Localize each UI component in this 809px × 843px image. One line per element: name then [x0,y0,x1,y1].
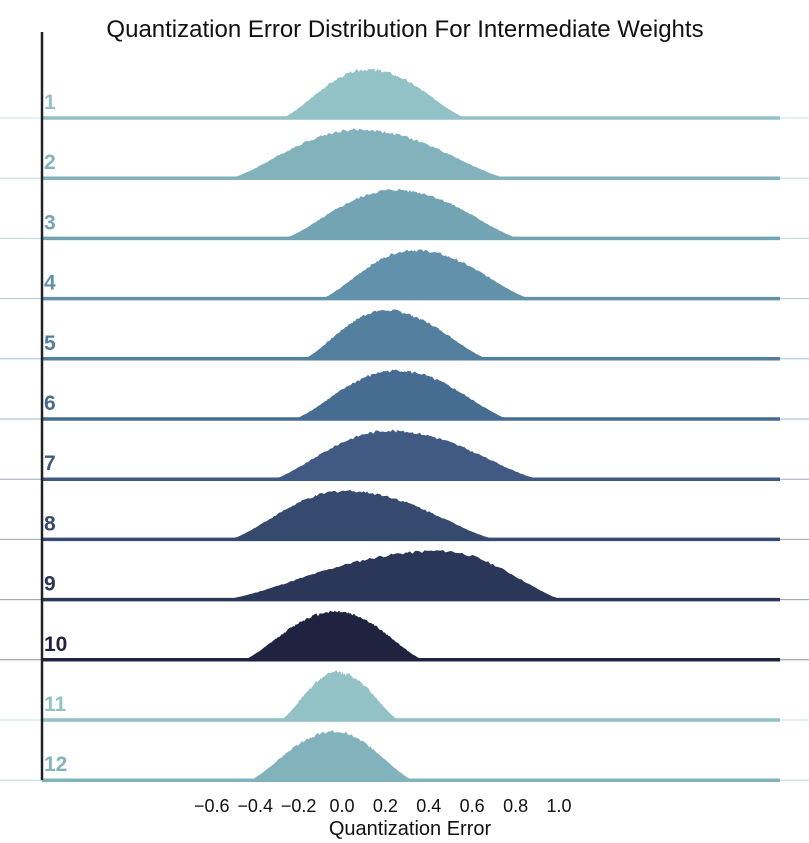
ridge-label-4: 4 [44,272,56,295]
ridge-label-3: 3 [44,211,56,234]
x-tick-label: 0.8 [503,796,528,816]
x-tick-label: 0.6 [460,796,485,816]
ridge-label-5: 5 [44,332,56,355]
x-tick-label: 0.0 [329,796,354,816]
x-axis-ticks: −0.6 −0.4 −0.2 0.0 0.2 0.4 0.6 0.8 1.0 [194,796,571,816]
x-tick-label: 0.2 [373,796,398,816]
ridge-density-7 [266,426,549,481]
x-tick-label: 1.0 [546,796,571,816]
ridge-label-7: 7 [44,452,56,475]
ridge-density-6 [287,366,516,421]
x-tick-label: −0.2 [281,796,317,816]
ridge-density-4 [315,246,538,300]
ridge-series-1: 1 [0,64,809,120]
ridge-label-8: 8 [44,512,56,535]
ridge-series-2: 2 [0,125,809,180]
x-tick-label: −0.6 [194,796,230,816]
ridge-series-5: 5 [0,306,809,361]
ridge-label-6: 6 [44,392,56,415]
x-tick-label: 0.4 [416,796,441,816]
ridge-series-4: 4 [0,246,809,301]
ridge-label-12: 12 [44,753,67,776]
ridge-density-11 [276,667,403,722]
x-tick-label: −0.4 [237,796,273,816]
ridge-density-3 [276,185,527,240]
ridge-label-2: 2 [44,151,56,174]
ridge-series-12: 12 [0,727,809,782]
ridge-density-2 [222,125,516,180]
ridge-series-6: 6 [0,366,809,421]
chart-title: Quantization Error Distribution For Inte… [106,16,703,43]
ridge-label-10: 10 [44,633,67,656]
ridge-series-7: 7 [0,426,809,481]
ridge-density-10 [237,607,429,662]
ridge-series-8: 8 [0,486,809,542]
ridge-label-1: 1 [44,91,56,114]
ridge-density-5 [298,306,494,361]
ridge-label-11: 11 [44,693,67,716]
ridge-density-9 [211,546,570,601]
ridge-series-3: 3 [0,185,809,241]
ridge-series-11: 11 [0,667,809,722]
ridge-label-9: 9 [44,573,56,596]
ridge-density-1 [276,64,473,120]
ridge-series-10: 10 [0,607,809,662]
ridge-series-9: 9 [0,546,809,602]
x-axis-label: Quantization Error [329,818,492,840]
ridge-density-8 [222,486,505,541]
ridge-density-12 [244,727,419,782]
